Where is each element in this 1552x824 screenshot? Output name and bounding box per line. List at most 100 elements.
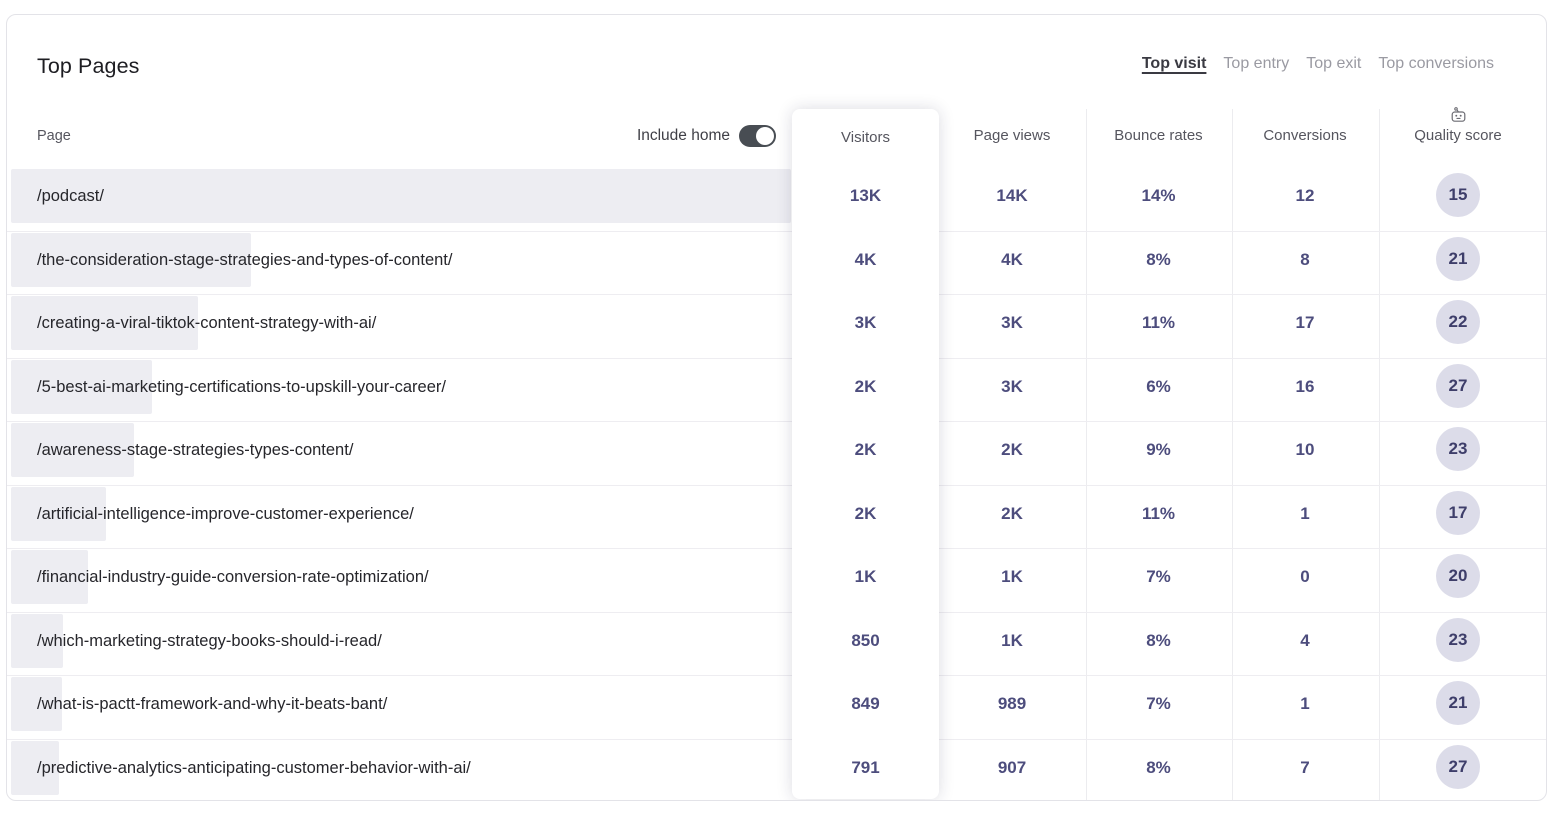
quality-score-badge: 22 bbox=[1436, 300, 1480, 345]
quality-score-cell: 21 bbox=[1379, 233, 1537, 287]
column-header-quality-score: Quality score bbox=[1379, 107, 1537, 145]
bounce-rate-value: 8% bbox=[1146, 757, 1171, 777]
include-home-label: Include home bbox=[636, 127, 730, 144]
table-row[interactable]: /artificial-intelligence-improve-custome… bbox=[7, 486, 1546, 549]
conversions-value: 4 bbox=[1300, 630, 1310, 650]
conversions-value: 8 bbox=[1300, 249, 1310, 269]
view-tabs: Top visit Top entry Top exit Top conversion… bbox=[1142, 55, 1494, 73]
conversions-value: 17 bbox=[1295, 313, 1315, 332]
bounce-rate-value: 8% bbox=[1146, 630, 1171, 650]
conversions-value: 0 bbox=[1300, 567, 1310, 586]
page-path[interactable]: /creating-a-viral-tiktok-content-strateg… bbox=[37, 314, 377, 332]
page-views-value: 2K bbox=[1001, 503, 1023, 523]
visitors-value: 1K bbox=[854, 567, 877, 586]
quality-score-badge: 21 bbox=[1436, 681, 1480, 726]
page-path[interactable]: /awareness-stage-strategies-types-conten… bbox=[37, 441, 354, 459]
quality-score-cell: 23 bbox=[1379, 614, 1537, 668]
bounce-rate-value: 9% bbox=[1146, 440, 1171, 459]
quality-score-badge: 23 bbox=[1436, 617, 1480, 662]
table-row[interactable]: /financial-industry-guide-conversion-rat… bbox=[7, 549, 1546, 613]
include-home-toggle[interactable] bbox=[739, 125, 776, 147]
bounce-rate-value: 11% bbox=[1141, 503, 1176, 523]
page-views-value: 2K bbox=[1001, 440, 1023, 459]
page-path[interactable]: /5-best-ai-marketing-certifications-to-u… bbox=[37, 377, 446, 396]
table-body: /podcast/ 14K 14% 12 15 /the-considerati… bbox=[7, 168, 1546, 801]
include-home-control: Include home bbox=[637, 122, 776, 150]
table-row[interactable]: /predictive-analytics-anticipating-custo… bbox=[7, 740, 1546, 801]
page-path[interactable]: /which-marketing-strategy-books-should-i… bbox=[37, 631, 382, 650]
quality-score-cell: 17 bbox=[1379, 487, 1537, 541]
page-views-value: 14K bbox=[996, 186, 1028, 205]
quality-score-badge: 20 bbox=[1436, 554, 1480, 599]
visitors-proportion-bar bbox=[11, 296, 198, 350]
table-row[interactable]: /awareness-stage-strategies-types-conten… bbox=[7, 422, 1546, 486]
visitors-proportion-bar bbox=[11, 677, 62, 731]
page-views-value: 3K bbox=[1001, 376, 1023, 396]
table-row[interactable]: /podcast/ 14K 14% 12 15 bbox=[7, 168, 1546, 232]
column-header-page: Page bbox=[37, 128, 71, 144]
quality-score-badge: 21 bbox=[1436, 236, 1480, 281]
visitors-value: 13K bbox=[849, 186, 882, 205]
tab-top-visit[interactable]: Top visit bbox=[1141, 55, 1207, 72]
column-header-page-views: Page views bbox=[973, 127, 1051, 144]
tab-top-conversions[interactable]: Top conversions bbox=[1378, 55, 1494, 72]
bounce-rate-value: 14% bbox=[1141, 186, 1176, 205]
conversions-value: 1 bbox=[1300, 694, 1310, 713]
robot-icon bbox=[1379, 107, 1537, 125]
bounce-rate-value: 11% bbox=[1141, 313, 1176, 332]
visitors-value: 4K bbox=[854, 249, 877, 269]
quality-score-badge: 23 bbox=[1436, 427, 1480, 472]
page-path[interactable]: /podcast/ bbox=[37, 187, 104, 205]
page-path[interactable]: /predictive-analytics-anticipating-custo… bbox=[37, 758, 471, 777]
bounce-rate-value: 7% bbox=[1146, 694, 1171, 713]
visitors-value: 850 bbox=[851, 630, 880, 650]
page-views-value: 907 bbox=[997, 757, 1027, 777]
page-views-value: 3K bbox=[1001, 313, 1023, 332]
visitors-proportion-bar bbox=[11, 613, 63, 668]
quality-score-cell: 23 bbox=[1379, 423, 1537, 477]
conversions-value: 10 bbox=[1295, 440, 1315, 459]
visitors-proportion-bar bbox=[11, 169, 791, 223]
conversions-value: 1 bbox=[1300, 503, 1310, 523]
column-divider bbox=[1232, 109, 1233, 800]
column-header-visitors: Visitors bbox=[841, 129, 890, 146]
page-views-value: 989 bbox=[997, 694, 1027, 713]
column-divider bbox=[1085, 109, 1087, 800]
conversions-value: 7 bbox=[1300, 757, 1310, 777]
table-row[interactable]: /which-marketing-strategy-books-should-i… bbox=[7, 613, 1546, 676]
quality-score-cell: 20 bbox=[1379, 550, 1537, 604]
column-divider bbox=[1379, 109, 1380, 800]
quality-score-badge: 15 bbox=[1436, 173, 1480, 218]
tab-top-exit[interactable]: Top exit bbox=[1306, 55, 1362, 72]
tab-top-entry[interactable]: Top entry bbox=[1223, 55, 1290, 72]
bounce-rate-value: 7% bbox=[1146, 567, 1171, 586]
quality-score-badge: 27 bbox=[1436, 363, 1480, 408]
quality-score-cell: 15 bbox=[1379, 169, 1537, 223]
page-title: Top Pages bbox=[37, 54, 140, 78]
table-row[interactable]: /5-best-ai-marketing-certifications-to-u… bbox=[7, 359, 1546, 422]
visitors-value: 2K bbox=[854, 440, 877, 459]
quality-score-badge: 27 bbox=[1436, 744, 1480, 789]
quality-score-label: Quality score bbox=[1414, 127, 1502, 144]
visitors-proportion-bar bbox=[11, 359, 152, 414]
visitors-value: 2K bbox=[854, 376, 877, 396]
quality-score-cell: 22 bbox=[1379, 296, 1537, 350]
column-header-conversions: Conversions bbox=[1263, 127, 1347, 144]
table-row[interactable]: /the-consideration-stage-strategies-and-… bbox=[7, 232, 1546, 295]
page-views-value: 1K bbox=[1001, 567, 1023, 586]
column-header-bounce-rates: Bounce rates bbox=[1114, 127, 1203, 144]
visitors-value: 3K bbox=[854, 313, 877, 332]
top-pages-panel: Top Pages Top visit Top entry Top exit Top … bbox=[6, 14, 1547, 801]
visitors-proportion-bar bbox=[11, 740, 59, 795]
page-path[interactable]: /financial-industry-guide-conversion-rat… bbox=[37, 568, 429, 586]
quality-score-badge: 17 bbox=[1436, 490, 1480, 535]
table-row[interactable]: /creating-a-viral-tiktok-content-strateg… bbox=[7, 295, 1546, 359]
visitors-proportion-bar bbox=[11, 232, 251, 287]
page-views-value: 4K bbox=[1001, 249, 1023, 269]
quality-score-cell: 27 bbox=[1379, 741, 1537, 795]
page-path[interactable]: /the-consideration-stage-strategies-and-… bbox=[37, 250, 453, 269]
bounce-rate-value: 6% bbox=[1146, 376, 1171, 396]
page-path[interactable]: /what-is-pactt-framework-and-why-it-beat… bbox=[37, 695, 388, 713]
table-row[interactable]: /what-is-pactt-framework-and-why-it-beat… bbox=[7, 676, 1546, 740]
page-path[interactable]: /artificial-intelligence-improve-custome… bbox=[37, 504, 414, 523]
